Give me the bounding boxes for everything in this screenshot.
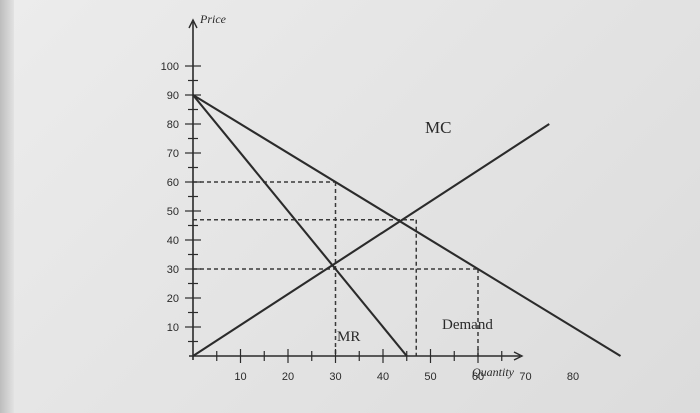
y-tick-label: 80: [167, 119, 179, 131]
y-tick-label: 40: [167, 235, 179, 247]
axis-ticks: 10 20 30 40 50 60 70 80 90 100 10 20 30 40 50 60 70 80: [161, 61, 579, 383]
y-tick-label: 100: [161, 61, 179, 73]
x-axis-label: Quantity: [472, 365, 515, 379]
y-axis-label: Price: [199, 12, 227, 26]
y-tick-label: 60: [167, 177, 179, 189]
axes: [188, 18, 524, 361]
y-tick-label: 10: [167, 322, 179, 334]
x-tick-label: 50: [424, 371, 436, 383]
x-tick-label: 30: [329, 371, 341, 383]
series-label-mc: MC: [425, 118, 451, 137]
demand-curve: [192, 94, 622, 357]
y-axis-arrow: [188, 18, 198, 29]
series-label-demand: Demand: [442, 317, 493, 333]
y-tick-label: 90: [167, 90, 179, 102]
curves: [192, 94, 622, 357]
y-tick-label: 30: [167, 264, 179, 276]
y-tick-label: 50: [167, 206, 179, 218]
x-tick-label: 40: [377, 371, 389, 383]
x-axis-arrow: [513, 351, 524, 361]
x-tick-label: 20: [282, 371, 294, 383]
page-edge-shadow: [0, 0, 14, 413]
x-tick-label: 10: [234, 371, 246, 383]
series-label-mr: MR: [337, 329, 360, 345]
chart-labels: Price Quantity MC Demand MR: [199, 12, 515, 379]
mc-curve: [192, 123, 550, 357]
y-tick-label: 20: [167, 293, 179, 305]
x-tick-label: 80: [567, 371, 579, 383]
y-tick-label: 70: [167, 148, 179, 160]
mr-curve: [192, 94, 408, 357]
x-tick-label: 70: [519, 371, 531, 383]
x-tick-label: 60: [472, 371, 484, 383]
